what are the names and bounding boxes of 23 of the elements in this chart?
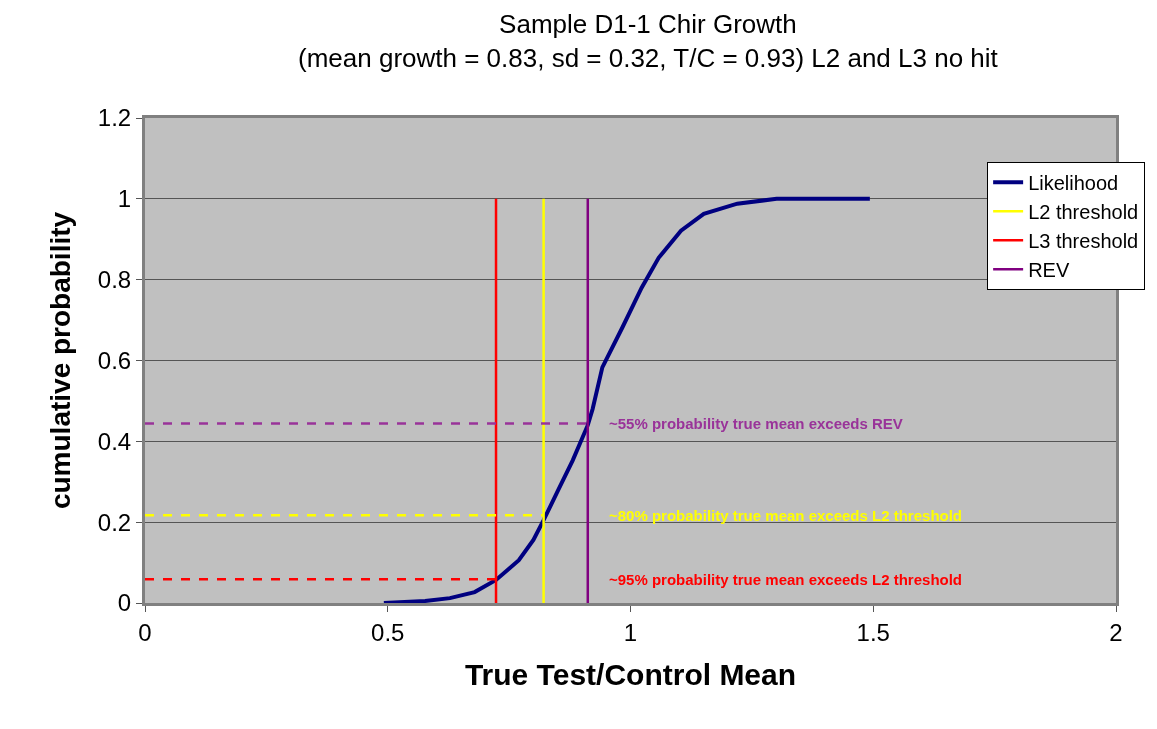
y-axis-title: cumulative probability bbox=[44, 211, 76, 510]
x-tick-label: 1.5 bbox=[856, 618, 890, 646]
legend-label: REV bbox=[1028, 258, 1070, 281]
x-tick-label: 0 bbox=[138, 618, 152, 646]
y-tick-label: 1 bbox=[117, 185, 132, 213]
y-tick-label: 1.2 bbox=[97, 104, 132, 132]
y-tick-label: 0 bbox=[117, 589, 132, 617]
annotation: ~95% probability true mean exceeds L2 threshold bbox=[609, 571, 963, 588]
legend-label: Likelihood bbox=[1028, 171, 1119, 194]
legend-label: L3 threshold bbox=[1028, 229, 1139, 252]
x-tick-label: 1 bbox=[623, 618, 638, 646]
annotation: ~55% probability true mean exceeds REV bbox=[609, 415, 903, 432]
y-tick-label: 0.8 bbox=[97, 266, 132, 294]
x-tick-label: 0.5 bbox=[371, 618, 405, 646]
y-tick-label: 0.4 bbox=[97, 427, 132, 455]
line-series bbox=[381, 196, 872, 603]
y-tick-label: 0.6 bbox=[97, 346, 132, 374]
legend-label: L2 threshold bbox=[1028, 200, 1139, 223]
x-tick-label: 2 bbox=[1109, 618, 1123, 646]
chart-title: Sample D1-1 Chir Growth (mean growth = 0.83, sd = 0.32, T/C = 0.93) L2 and L3 no hit bbox=[298, 8, 999, 73]
y-tick-label: 0.2 bbox=[97, 508, 132, 536]
annotation: ~80% probability true mean exceeds L2 threshold bbox=[609, 507, 963, 524]
x-axis-title: True Test/Control Mean bbox=[464, 658, 797, 692]
